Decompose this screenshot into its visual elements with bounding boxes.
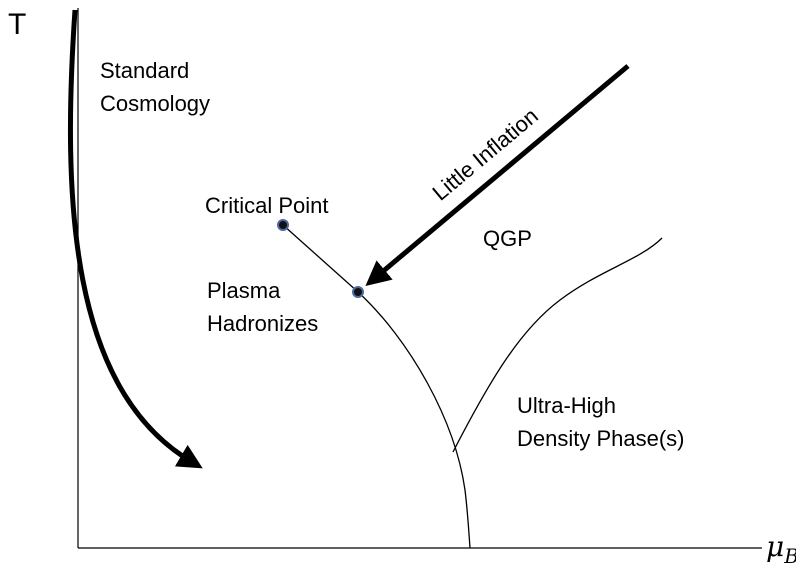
label: Plasma [207, 278, 281, 303]
mu-subscript: B [783, 544, 796, 563]
mu-symbol: μ [766, 530, 784, 563]
crossover-line [282, 224, 359, 293]
mu-axis-label: μB [766, 530, 796, 563]
critical-point-dot [277, 219, 289, 231]
label: Critical Point [205, 193, 328, 218]
hadronization-dot [352, 286, 364, 298]
phase-boundary [357, 291, 471, 549]
label: QGP [483, 226, 532, 251]
label: Hadronizes [207, 311, 318, 336]
label: Standard [100, 58, 189, 83]
cosmology-arrow [67, 9, 203, 469]
little-inflation-arrow [365, 64, 630, 287]
label: Cosmology [100, 91, 210, 116]
label: Ultra-High [517, 393, 616, 418]
label: Density Phase(s) [517, 426, 685, 451]
t-axis-label: T [8, 8, 26, 41]
high-density-boundary [452, 237, 663, 453]
